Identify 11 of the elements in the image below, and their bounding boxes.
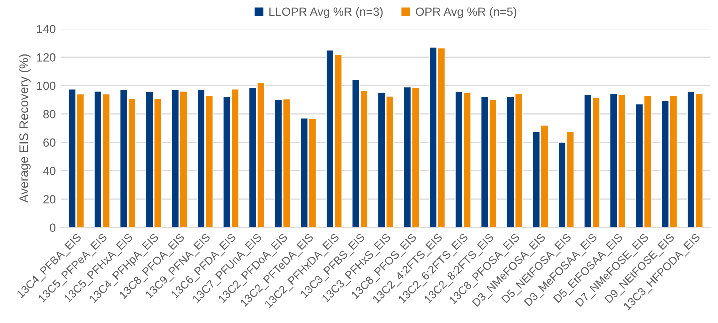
y-tick-label: 120 [37, 53, 56, 62]
legend-label: LLOPR Avg %R (n=3) [270, 7, 383, 18]
y-tick-label: 60 [44, 138, 56, 147]
y-tick-label: 40 [43, 166, 56, 176]
y-tick-label: 0 [50, 224, 56, 232]
y-tick-label: 80 [44, 110, 56, 119]
y-tick-label: 20 [44, 195, 56, 204]
y-tick-label: 140 [37, 25, 56, 34]
y-axis-title: Average EIS Recovery (%) [19, 54, 31, 203]
legend-label: OPR Avg %R (n=5) [416, 7, 517, 18]
y-tick-label: 100 [37, 82, 56, 90]
